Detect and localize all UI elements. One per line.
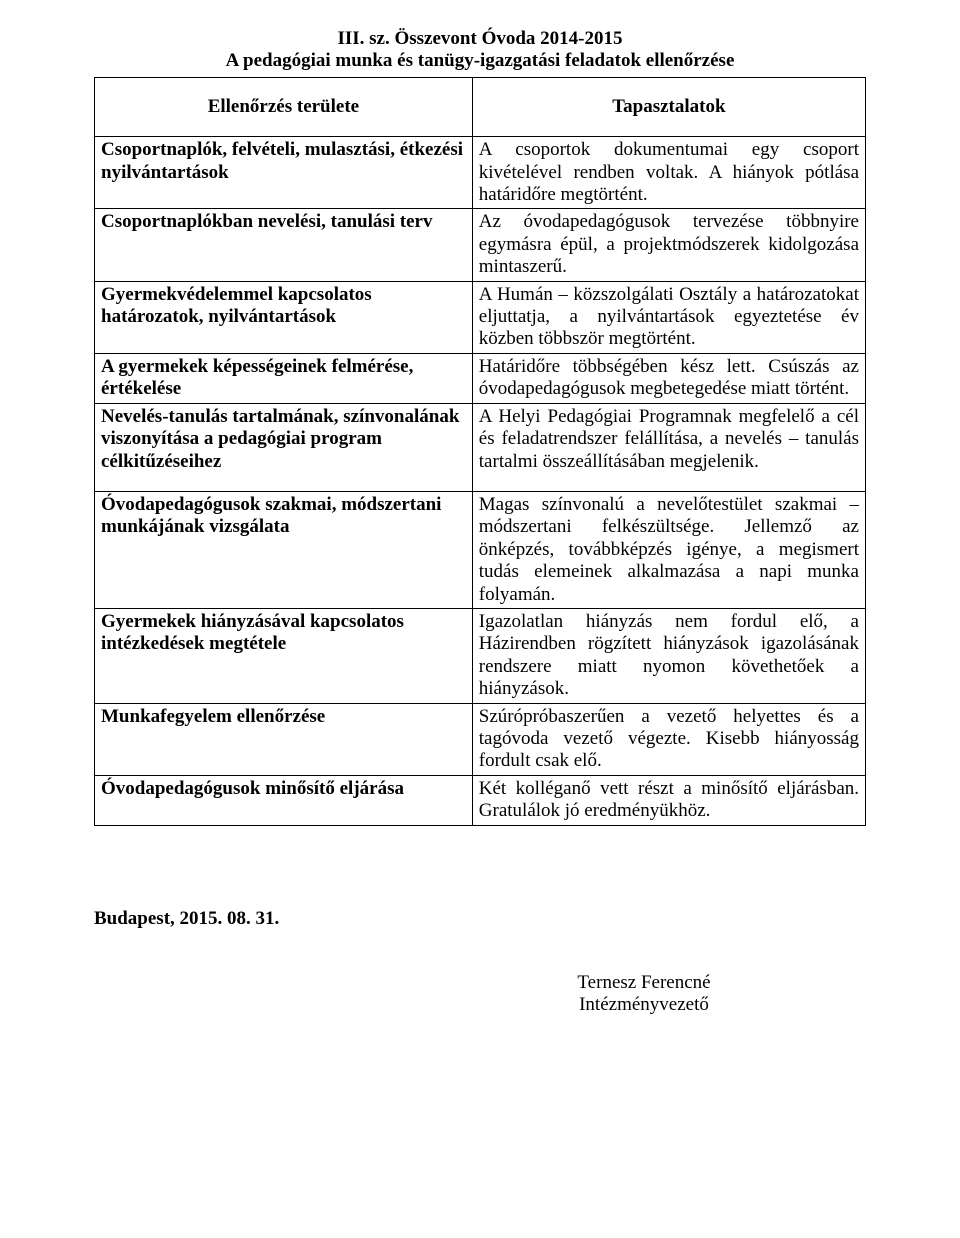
table-header-row: Ellenőrzés területe Tapasztalatok xyxy=(95,77,866,136)
table-row: Munkafegyelem ellenőrzése Szúrópróbaszer… xyxy=(95,703,866,775)
cell-left: Óvodapedagógusok minősítő eljárása xyxy=(95,775,473,825)
title-line-1: III. sz. Összevont Óvoda 2014-2015 xyxy=(94,28,866,50)
table-row: Óvodapedagógusok minősítő eljárása Két k… xyxy=(95,775,866,825)
title-line-2: A pedagógiai munka és tanügy-igazgatási … xyxy=(94,50,866,72)
cell-right: Két kolléganő vett részt a minősítő eljá… xyxy=(472,775,865,825)
cell-left: Csoportnaplókban nevelési, tanulási terv xyxy=(95,209,473,281)
table-row: Óvodapedagógusok szakmai, módszertani mu… xyxy=(95,491,866,608)
cell-left: Óvodapedagógusok szakmai, módszertani mu… xyxy=(95,491,473,608)
signature-name: Ternesz Ferencné xyxy=(524,972,764,994)
footer: Budapest, 2015. 08. 31. Ternesz Ferencné… xyxy=(94,908,866,1017)
cell-left: Munkafegyelem ellenőrzése xyxy=(95,703,473,775)
table-row: Gyermekvédelemmel kapcsolatos határozato… xyxy=(95,281,866,353)
cell-left: Gyermekvédelemmel kapcsolatos határozato… xyxy=(95,281,473,353)
header-right: Tapasztalatok xyxy=(472,77,865,136)
cell-left: Nevelés-tanulás tartalmának, színvonalán… xyxy=(95,403,473,491)
document-date: Budapest, 2015. 08. 31. xyxy=(94,908,866,930)
cell-left: Csoportnaplók, felvételi, mulasztási, ét… xyxy=(95,137,473,209)
document-title: III. sz. Összevont Óvoda 2014-2015 A ped… xyxy=(94,28,866,73)
main-table: Ellenőrzés területe Tapasztalatok Csopor… xyxy=(94,77,866,826)
cell-right: A Helyi Pedagógiai Programnak megfelelő … xyxy=(472,403,865,491)
cell-right: A Humán – közszolgálati Osztály a határo… xyxy=(472,281,865,353)
table-row: Csoportnaplók, felvételi, mulasztási, ét… xyxy=(95,137,866,209)
cell-right: Igazolatlan hiányzás nem fordul elő, a H… xyxy=(472,608,865,703)
table-row: Nevelés-tanulás tartalmának, színvonalán… xyxy=(95,403,866,491)
cell-right: Az óvodapedagógusok tervezése többnyire … xyxy=(472,209,865,281)
table-row: Csoportnaplókban nevelési, tanulási terv… xyxy=(95,209,866,281)
table-row: Gyermekek hiányzásával kapcsolatos intéz… xyxy=(95,608,866,703)
table-row: A gyermekek képességeinek felmérése, ért… xyxy=(95,353,866,403)
cell-left: A gyermekek képességeinek felmérése, ért… xyxy=(95,353,473,403)
cell-right: Szúrópróbaszerűen a vezető helyettes és … xyxy=(472,703,865,775)
signature-block: Ternesz Ferencné Intézményvezető xyxy=(524,972,764,1017)
header-left: Ellenőrzés területe xyxy=(95,77,473,136)
cell-right: Határidőre többségében kész lett. Csúszá… xyxy=(472,353,865,403)
cell-right: Magas színvonalú a nevelőtestület szakma… xyxy=(472,491,865,608)
cell-right: A csoportok dokumentumai egy csoport kiv… xyxy=(472,137,865,209)
cell-left: Gyermekek hiányzásával kapcsolatos intéz… xyxy=(95,608,473,703)
signature-title: Intézményvezető xyxy=(524,994,764,1016)
